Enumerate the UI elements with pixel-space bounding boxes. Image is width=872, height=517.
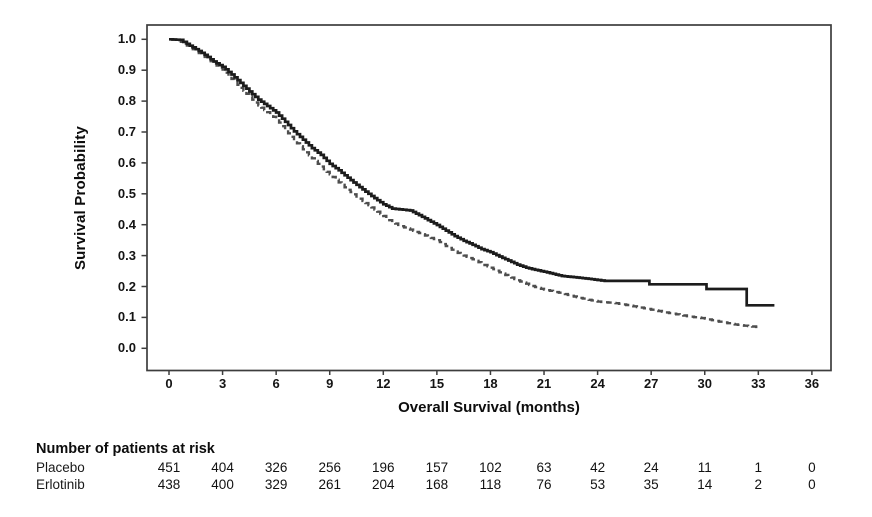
risk-count: 76 bbox=[536, 476, 552, 492]
x-tick-label: 30 bbox=[697, 376, 712, 391]
risk-count: 0 bbox=[808, 476, 816, 492]
x-tick-label: 18 bbox=[483, 376, 498, 391]
y-tick-label: 0.3 bbox=[117, 247, 136, 263]
risk-count: 157 bbox=[425, 460, 449, 475]
x-tick-label: 15 bbox=[429, 376, 445, 391]
risk-count: 204 bbox=[372, 476, 395, 492]
risk-count: 102 bbox=[479, 460, 502, 475]
plot-border bbox=[146, 24, 832, 372]
x-tick-label: 0 bbox=[165, 376, 173, 391]
x-tick-label: 21 bbox=[536, 376, 552, 391]
risk-count: 2 bbox=[754, 476, 763, 492]
risk-count: 196 bbox=[372, 460, 395, 475]
y-tick-label: 0.0 bbox=[117, 340, 136, 356]
risk-count: 53 bbox=[590, 476, 606, 492]
x-tick-label: 33 bbox=[751, 376, 766, 391]
x-tick-label: 27 bbox=[643, 376, 659, 391]
y-tick-label: 0.4 bbox=[117, 216, 136, 232]
x-tick-label: 6 bbox=[272, 376, 280, 391]
risk-count: 451 bbox=[157, 460, 181, 475]
x-tick-label: 3 bbox=[218, 376, 227, 391]
x-tick-label: 9 bbox=[326, 376, 334, 391]
x-tick-label: 36 bbox=[804, 376, 820, 391]
risk-count: 261 bbox=[318, 476, 341, 492]
risk-count: 256 bbox=[318, 460, 341, 475]
y-axis-title-text: Survival Probability bbox=[71, 125, 89, 271]
risk-row-label-placebo: Placebo bbox=[36, 460, 85, 475]
risk-count: 0 bbox=[808, 460, 816, 475]
risk-count: 329 bbox=[264, 476, 288, 492]
risk-count: 168 bbox=[425, 476, 449, 492]
y-axis-title: Survival Probability bbox=[68, 25, 92, 371]
risk-count: 118 bbox=[479, 476, 502, 492]
x-tick-label: 12 bbox=[376, 376, 391, 391]
risk-count: 11 bbox=[697, 460, 712, 475]
risk-row-label-erlotinib: Erlotinib bbox=[36, 476, 85, 492]
risk-count: 438 bbox=[157, 476, 181, 492]
risk-count: 14 bbox=[697, 476, 713, 492]
risk-count: 42 bbox=[590, 460, 606, 475]
y-tick-label: 1.0 bbox=[117, 31, 136, 47]
y-tick-label: 0.9 bbox=[117, 62, 136, 78]
risk-count: 63 bbox=[536, 460, 552, 475]
placebo-curve bbox=[169, 38, 762, 329]
y-tick-label: 0.7 bbox=[117, 124, 136, 139]
risk-count: 1 bbox=[754, 460, 763, 475]
risk-table-title: Number of patients at risk bbox=[36, 441, 215, 457]
risk-count: 404 bbox=[211, 460, 234, 475]
y-tick-label: 0.1 bbox=[117, 309, 136, 325]
risk-count: 24 bbox=[643, 460, 659, 475]
y-tick-label: 0.8 bbox=[117, 93, 136, 109]
x-axis-title: Overall Survival (months) bbox=[398, 399, 580, 416]
erlotinib-curve bbox=[169, 37, 775, 307]
risk-count: 35 bbox=[643, 476, 659, 492]
y-tick-label: 0.5 bbox=[117, 185, 136, 201]
x-tick-label: 24 bbox=[590, 376, 605, 391]
risk-count: 400 bbox=[211, 476, 234, 492]
y-tick-label: 0.2 bbox=[117, 278, 136, 294]
risk-count: 326 bbox=[264, 460, 288, 475]
y-tick-label: 0.6 bbox=[117, 154, 136, 170]
